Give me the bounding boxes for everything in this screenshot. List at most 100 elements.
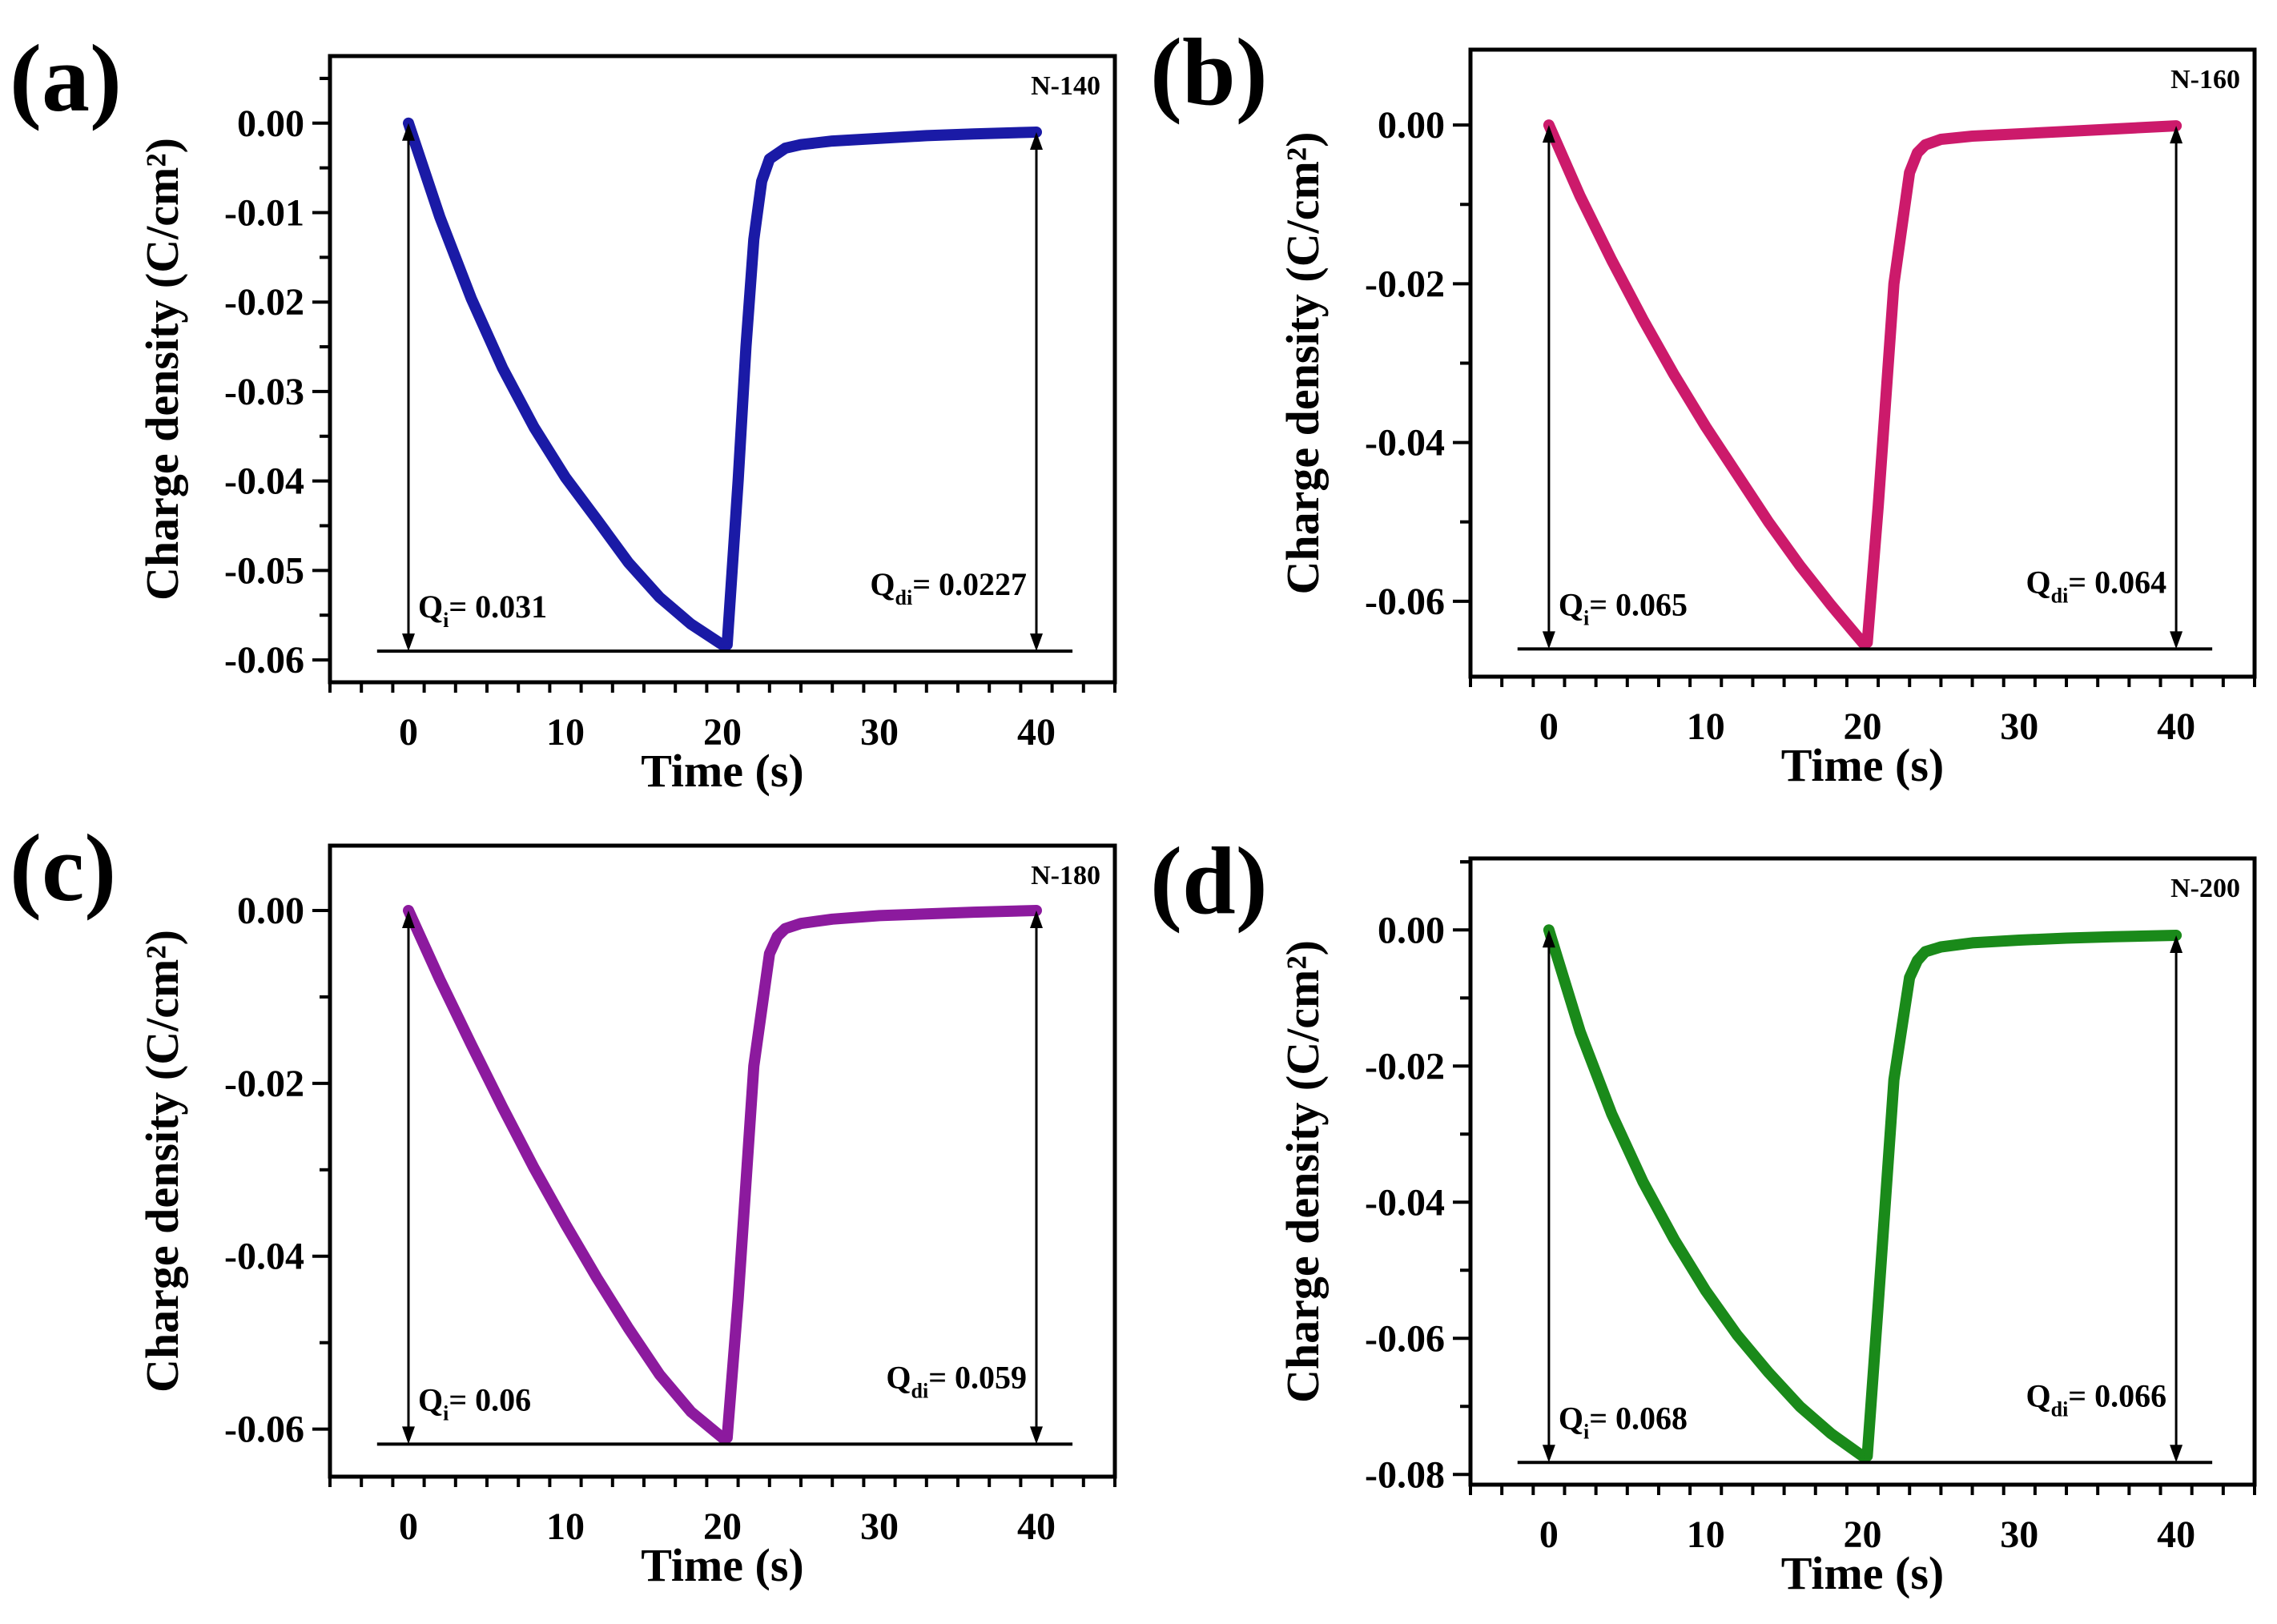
data-point <box>1875 502 1882 509</box>
data-point <box>468 1041 475 1048</box>
y-tick-label: -0.04 <box>1365 422 1445 464</box>
qdi-label: Qdi= 0.0227 <box>870 566 1027 609</box>
qdi-symbol: Q <box>870 566 895 602</box>
qdi-arrow-head-up <box>1030 910 1043 928</box>
qi-label: Qi= 0.031 <box>418 589 547 632</box>
data-point <box>734 1296 742 1303</box>
data-point <box>1864 1453 1871 1460</box>
y-axis-title: Charge density (C/cm²) <box>1277 132 1329 595</box>
qi-symbol: Q <box>1559 586 1583 622</box>
y-tick-label: -0.08 <box>1365 1453 1445 1496</box>
data-point <box>1733 1332 1740 1338</box>
data-point <box>1914 149 1921 156</box>
data-point <box>593 1274 601 1281</box>
data-point <box>750 236 758 243</box>
data-point <box>1577 1028 1584 1035</box>
x-tick-label: 40 <box>2157 705 2195 748</box>
x-axis-title: Time (s) <box>1781 1547 1945 1599</box>
x-tick-label: 0 <box>1539 705 1559 748</box>
chart-panel-4: 0 10 20 30 40 0.00 -0.02 -0.04 -0.06 -0.08 Time (s… <box>1150 827 2257 1599</box>
x-tick-label: 10 <box>546 1505 585 1548</box>
data-point <box>758 178 765 185</box>
x-tick-label: 10 <box>546 711 585 754</box>
data-point <box>1702 423 1709 430</box>
y-axis-title: Charge density (C/cm²) <box>1277 940 1329 1403</box>
qdi-label: Qdi= 0.066 <box>2026 1377 2166 1421</box>
qi-symbol: Q <box>1559 1400 1583 1436</box>
data-point <box>1639 1178 1647 1185</box>
plot-frame <box>1468 856 2257 1487</box>
data-point <box>436 214 444 221</box>
data-point <box>829 915 836 923</box>
data-point <box>1859 1453 1866 1460</box>
qi-label: Qi= 0.06 <box>418 1381 531 1425</box>
x-tick-label: 30 <box>860 1505 899 1548</box>
qi-symbol: Q <box>418 1381 443 1417</box>
data-point <box>723 641 730 649</box>
data-point <box>2063 128 2070 135</box>
y-tick-label: -0.01 <box>224 192 304 235</box>
y-tick-label: -0.04 <box>224 1236 304 1278</box>
y-tick-label: -0.02 <box>224 281 304 324</box>
panel-label: (a) <box>10 25 122 131</box>
qi-symbol: Q <box>418 589 443 625</box>
data-point <box>1639 316 1647 323</box>
data-point <box>876 135 883 142</box>
qdi-arrow-head-up <box>2170 935 2183 954</box>
data-point <box>2016 131 2023 138</box>
data-point <box>766 950 773 957</box>
data-point <box>970 131 977 138</box>
x-axis-title: Time (s) <box>641 745 804 797</box>
sample-label: N-160 <box>2170 65 2240 94</box>
data-point <box>1671 1236 1678 1243</box>
data-point <box>1937 943 1945 951</box>
data-point <box>798 920 804 927</box>
data-point <box>499 364 506 372</box>
data-point <box>625 559 632 566</box>
qi-value: = 0.06 <box>449 1381 531 1417</box>
sample-label: N-180 <box>1031 861 1100 890</box>
qi-arrow-head-up <box>402 123 415 141</box>
data-point <box>719 1434 726 1441</box>
data-point <box>499 1104 506 1111</box>
data-point <box>593 516 601 523</box>
data-point <box>562 1220 569 1228</box>
data-point <box>719 641 726 649</box>
qi-subscript: i <box>1583 1420 1589 1443</box>
x-tick-label: 10 <box>1687 1513 1725 1556</box>
x-tick-label: 20 <box>1844 1513 1882 1556</box>
y-tick-label: 0.00 <box>237 103 304 145</box>
data-point <box>1828 601 1835 609</box>
data-point <box>436 976 444 983</box>
qi-label: Qi= 0.068 <box>1559 1400 1688 1443</box>
data-point <box>774 933 781 940</box>
qdi-label: Qdi= 0.059 <box>886 1359 1027 1402</box>
data-point <box>1733 471 1740 478</box>
qdi-arrow-head-down <box>2170 631 2183 649</box>
qdi-arrow-head-up <box>2170 126 2183 144</box>
x-axis-title: Time (s) <box>1781 739 1945 791</box>
qi-arrow-head-down <box>1542 1445 1555 1463</box>
data-point <box>1702 1287 1709 1294</box>
x-tick-label: 30 <box>860 711 899 754</box>
data-point <box>1765 518 1772 525</box>
data-point <box>1608 256 1615 263</box>
y-tick-label: -0.04 <box>1365 1181 1445 1224</box>
data-point <box>656 1371 663 1378</box>
qdi-arrow-head-down <box>1030 1426 1043 1445</box>
qi-subscript: i <box>443 1401 449 1425</box>
qdi-value: = 0.064 <box>2068 564 2166 600</box>
data-point <box>625 1325 632 1332</box>
data-point <box>1859 639 1866 646</box>
qi-arrow-head-down <box>402 1426 415 1445</box>
qi-arrow-head-down <box>1542 631 1555 649</box>
data-point <box>923 910 930 918</box>
qdi-value: = 0.0227 <box>912 566 1027 602</box>
data-point <box>1969 133 1976 140</box>
panel-label: (b) <box>1150 18 1268 125</box>
data-point <box>1875 1300 1882 1308</box>
x-tick-label: 20 <box>1844 705 1882 748</box>
data-point <box>530 1164 537 1172</box>
data-point <box>1921 141 1929 148</box>
chart-panel-1: 0 10 20 30 40 0.00 -0.01 -0.02 -0.03 -0.04 -0.05 -0… <box>10 25 1117 797</box>
